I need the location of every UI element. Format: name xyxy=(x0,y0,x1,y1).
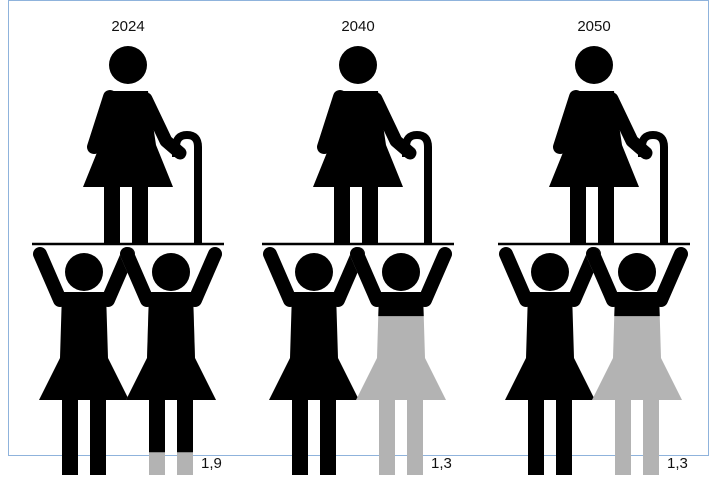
year-label: 2024 xyxy=(111,18,144,35)
chart: 2024 1,9 2040 1,3 2050 1,3 xyxy=(0,0,711,486)
value-label: 1,3 xyxy=(431,455,452,472)
worker-figure-partial xyxy=(126,253,216,475)
elderly-figure xyxy=(313,46,428,243)
value-label: 1,9 xyxy=(201,455,222,472)
year-label: 2040 xyxy=(341,18,374,35)
value-label: 1,3 xyxy=(667,455,688,472)
worker-fill xyxy=(126,253,216,475)
worker-figure-partial xyxy=(592,253,682,475)
worker-figure xyxy=(505,253,595,475)
worker-icon xyxy=(269,253,359,475)
elderly-icon xyxy=(83,46,198,243)
worker-icon xyxy=(39,253,129,475)
elderly-icon xyxy=(313,46,428,243)
worker-icon xyxy=(505,253,595,475)
worker-figure-partial xyxy=(356,253,446,475)
elderly-icon xyxy=(549,46,664,243)
worker-figure xyxy=(269,253,359,475)
year-label: 2050 xyxy=(577,18,610,35)
elderly-figure xyxy=(549,46,664,243)
worker-figure xyxy=(39,253,129,475)
elderly-figure xyxy=(83,46,198,243)
